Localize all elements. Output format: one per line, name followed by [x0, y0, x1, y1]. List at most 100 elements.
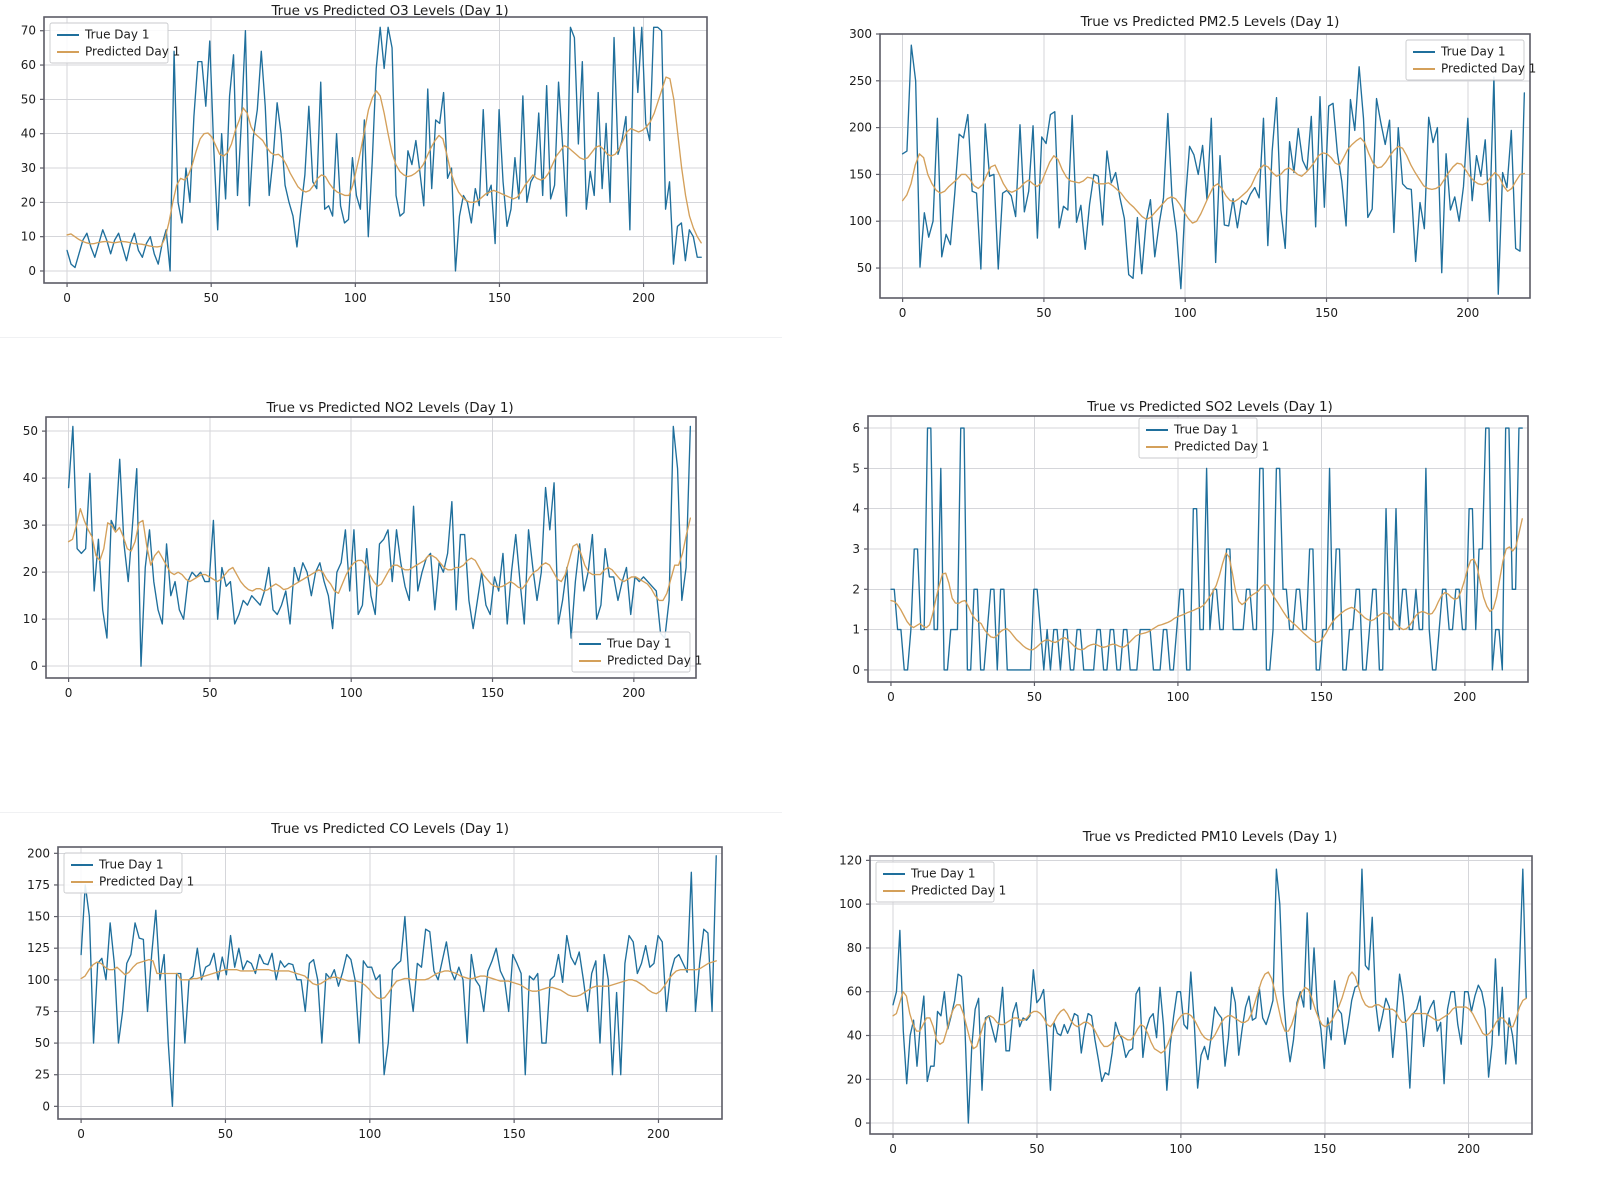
chart-title-so2: True vs Predicted SO2 Levels (Day 1)	[1087, 399, 1333, 415]
ytick-label: 150	[849, 167, 872, 181]
series-line-no2-predicted	[67, 508, 692, 602]
xtick-label: 200	[1457, 1142, 1480, 1156]
ytick-label: 6	[852, 421, 860, 435]
row-divider-1	[0, 337, 782, 338]
ytick-label: 30	[21, 161, 36, 175]
xtick-label: 200	[1456, 306, 1479, 320]
series-line-co-predicted	[80, 958, 717, 1000]
legend-label-predicted: Predicted Day 1	[607, 654, 702, 668]
ytick-label: 40	[23, 471, 38, 485]
xtick-label: 0	[77, 1127, 85, 1141]
chart-panel-o3: True vs Predicted O3 Levels (Day 1) 0 10 20…	[0, 0, 780, 335]
ytick-label: 50	[35, 1036, 50, 1050]
series-line-o3-true	[66, 26, 702, 272]
xtick-label: 100	[344, 291, 367, 305]
ytick-label: 0	[852, 663, 860, 677]
chart-title-pm10: True vs Predicted PM10 Levels (Day 1)	[1082, 829, 1338, 845]
chart-panel-pm10: True vs Predicted PM10 Levels (Day 1) 0 20…	[820, 812, 1600, 1192]
gridlines-no2	[46, 417, 696, 678]
legend-label-true: True Day 1	[1440, 45, 1505, 59]
ytick-label: 30	[23, 518, 38, 532]
ytick-label: 10	[21, 230, 36, 244]
ytick-label: 3	[852, 542, 860, 556]
ytick-label: 5	[852, 461, 860, 475]
legend-label-predicted: Predicted Day 1	[85, 45, 180, 59]
xtick-label: 200	[647, 1127, 670, 1141]
legend-label-true: True Day 1	[1173, 423, 1238, 437]
ytick-label: 60	[847, 985, 862, 999]
xtick-label: 150	[1310, 690, 1333, 704]
ytick-label: 250	[849, 74, 872, 88]
ytick-label: 70	[21, 24, 36, 38]
series-line-o3-predicted	[66, 76, 702, 248]
xtick-label: 150	[1315, 306, 1338, 320]
xtick-label: 50	[1029, 1142, 1044, 1156]
axis-ticks-o3: 0 10 20 30 40 50 60 70 0 50 100 150 200	[21, 24, 655, 305]
chart-panel-co: True vs Predicted CO Levels (Day 1) 0 25 50…	[0, 812, 780, 1192]
xtick-label: 100	[1166, 690, 1189, 704]
xtick-label: 100	[1169, 1142, 1192, 1156]
xtick-label: 100	[1174, 306, 1197, 320]
chart-panel-so2: True vs Predicted SO2 Levels (Day 1) 0 1 2 3…	[820, 390, 1600, 735]
legend-label-predicted: Predicted Day 1	[1174, 440, 1269, 454]
ytick-label: 300	[849, 27, 872, 41]
ytick-label: 0	[28, 264, 36, 278]
legend-co[interactable]: True Day 1 Predicted Day 1	[63, 852, 194, 894]
xtick-label: 150	[481, 686, 504, 700]
ytick-label: 60	[21, 58, 36, 72]
axis-ticks-so2: 0 1 2 3 4 5 6 0 50 100 150 200	[852, 421, 1476, 704]
legend-o3[interactable]: True Day 1 Predicted Day 1	[49, 22, 180, 64]
ytick-label: 2	[852, 582, 860, 596]
legend-label-predicted: Predicted Day 1	[911, 884, 1006, 898]
legend-label-true: True Day 1	[606, 637, 671, 651]
ytick-label: 4	[852, 502, 860, 516]
series-line-so2-predicted	[890, 518, 1523, 651]
ytick-label: 80	[847, 941, 862, 955]
chart-panel-pm25: True vs Predicted PM2.5 Levels (Day 1) 50…	[820, 0, 1600, 335]
ytick-label: 25	[35, 1068, 50, 1082]
chart-title-co: True vs Predicted CO Levels (Day 1)	[271, 821, 509, 837]
ytick-label: 100	[27, 973, 50, 987]
xtick-label: 50	[1027, 690, 1042, 704]
ytick-label: 100	[839, 897, 862, 911]
xtick-label: 200	[622, 686, 645, 700]
xtick-label: 0	[65, 686, 73, 700]
ytick-label: 0	[42, 1099, 50, 1113]
series-line-pm25-predicted	[901, 137, 1526, 224]
xtick-label: 50	[1036, 306, 1051, 320]
legend-label-predicted: Predicted Day 1	[99, 875, 194, 889]
plot-area-co: 0 25 50 75 100 125 150 175 200 0 50 100 150 200 True D…	[27, 846, 723, 1141]
ytick-label: 50	[857, 261, 872, 275]
xtick-label: 150	[1313, 1142, 1336, 1156]
ytick-label: 20	[847, 1072, 862, 1086]
legend-pm10[interactable]: True Day 1 Predicted Day 1	[875, 861, 1006, 903]
series-line-pm10-predicted	[892, 971, 1527, 1054]
xtick-label: 0	[899, 306, 907, 320]
chart-title-pm25: True vs Predicted PM2.5 Levels (Day 1)	[1080, 14, 1340, 30]
ytick-label: 200	[27, 846, 50, 860]
xtick-label: 50	[218, 1127, 233, 1141]
series-line-no2-true	[67, 425, 692, 667]
ytick-label: 1	[852, 623, 860, 637]
legend-no2[interactable]: True Day 1 Predicted Day 1	[571, 631, 702, 673]
axis-ticks-pm10: 0 20 40 60 80 100 120 0 50 100 150 200	[839, 853, 1480, 1156]
legend-pm25[interactable]: True Day 1 Predicted Day 1	[1405, 39, 1536, 81]
ytick-label: 125	[27, 941, 50, 955]
xtick-label: 100	[358, 1127, 381, 1141]
xtick-label: 0	[889, 1142, 897, 1156]
series-line-so2-true	[890, 427, 1523, 671]
legend-so2[interactable]: True Day 1 Predicted Day 1	[1138, 417, 1269, 459]
chart-panel-no2: True vs Predicted NO2 Levels (Day 1) 0 10 2…	[0, 390, 780, 735]
plot-area-o3: 0 10 20 30 40 50 60 70 0 50 100 150 200 True Day 1 Pre…	[21, 16, 708, 305]
row-divider-2	[0, 812, 782, 813]
ytick-label: 50	[21, 92, 36, 106]
ytick-label: 0	[30, 659, 38, 673]
ytick-label: 175	[27, 878, 50, 892]
xtick-label: 200	[632, 291, 655, 305]
plot-area-so2: 0 1 2 3 4 5 6 0 50 100 150 200 True Day 1 Predicted D…	[852, 415, 1529, 704]
xtick-label: 0	[63, 291, 71, 305]
ytick-label: 20	[23, 565, 38, 579]
chart-title-no2: True vs Predicted NO2 Levels (Day 1)	[266, 400, 514, 416]
ytick-label: 200	[849, 121, 872, 135]
